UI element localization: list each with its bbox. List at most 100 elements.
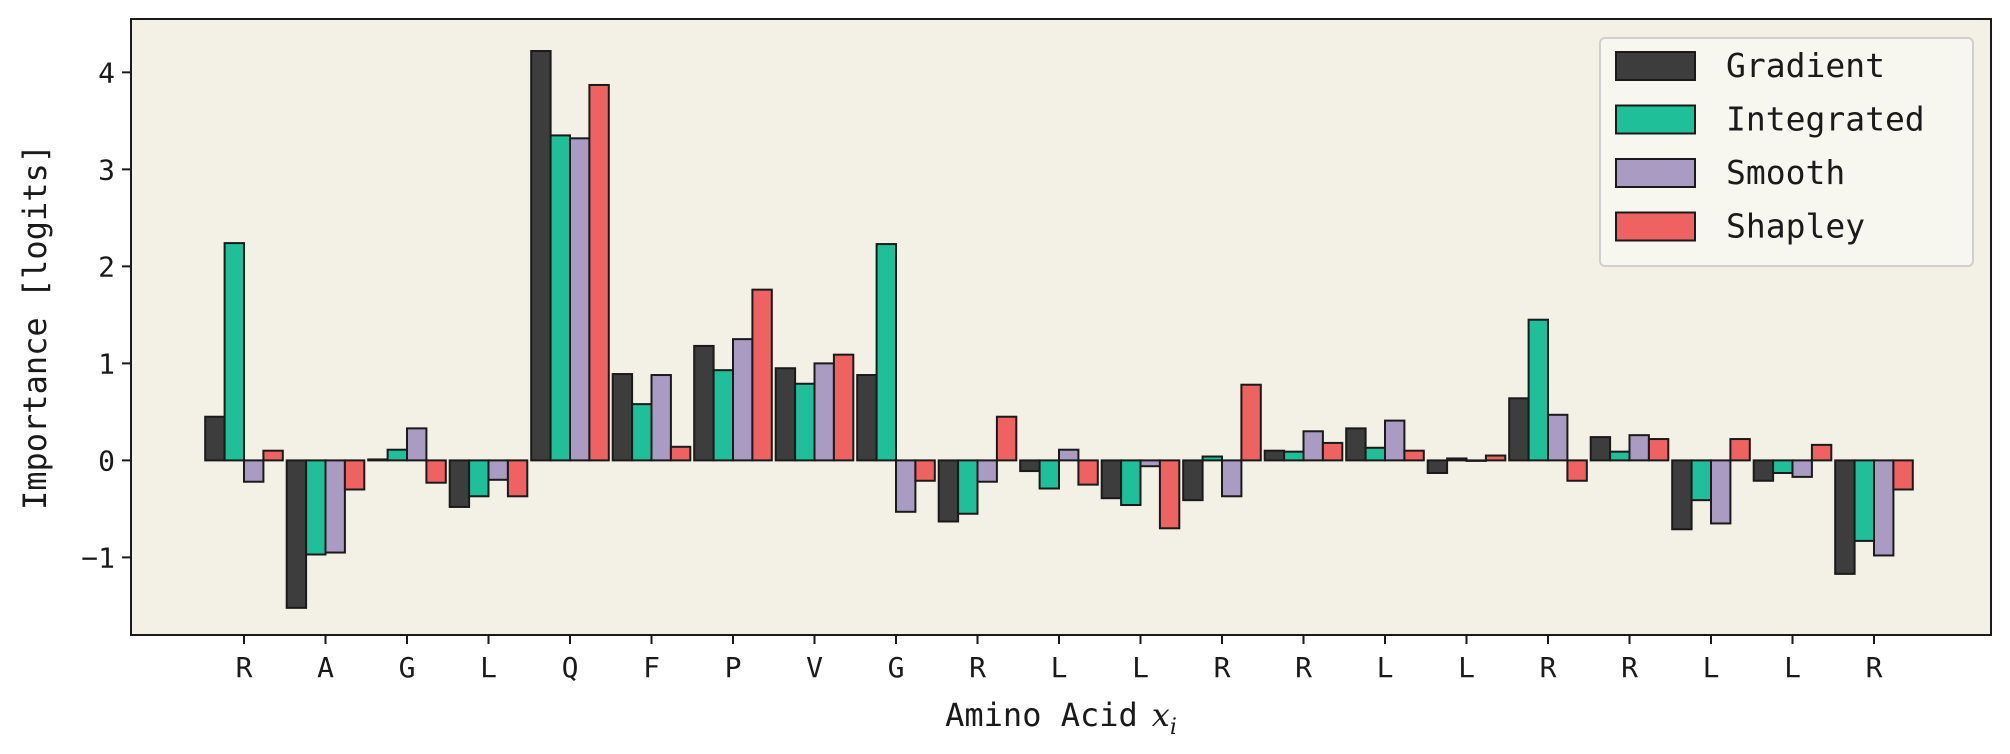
bar-smooth-16 [1547, 413, 1569, 462]
y-tick-label: 2 [98, 250, 115, 283]
bar-shapley-0 [262, 449, 284, 462]
bar-shapley-11 [1158, 459, 1181, 530]
x-tick-label: L [1703, 651, 1720, 684]
y-tick-label: 1 [98, 347, 115, 380]
bar-integrated-18 [1690, 459, 1712, 502]
legend-swatch-gradient [1615, 51, 1696, 81]
bar-smooth-15 [1465, 459, 1487, 462]
bar-shapley-9 [995, 415, 1018, 462]
bar-integrated-2 [386, 448, 409, 462]
bar-smooth-18 [1710, 459, 1732, 525]
x-tick-label: G [888, 651, 905, 684]
bar-shapley-19 [1810, 443, 1833, 462]
legend-box [1599, 37, 1974, 267]
y-tick-label: 3 [98, 153, 115, 186]
bar-gradient-7 [774, 367, 797, 462]
x-axis-label-variable: x [1152, 696, 1170, 734]
x-tick-label: Q [562, 651, 579, 684]
bar-shapley-6 [751, 288, 773, 462]
bar-gradient-17 [1589, 436, 1612, 462]
bar-shapley-4 [588, 83, 610, 462]
bar-smooth-11 [1139, 459, 1161, 468]
bar-smooth-7 [813, 362, 835, 462]
bar-integrated-19 [1772, 459, 1794, 475]
bar-shapley-12 [1240, 383, 1262, 462]
x-tick-label: R [969, 651, 986, 684]
bar-shapley-16 [1566, 459, 1588, 482]
bar-shapley-5 [669, 445, 692, 462]
bar-shapley-20 [1892, 459, 1914, 491]
legend: Gradient Integrated Smooth Shapley [1599, 37, 1974, 267]
bar-gradient-10 [1019, 459, 1041, 473]
bar-integrated-13 [1283, 450, 1305, 462]
bar-smooth-8 [895, 459, 917, 513]
bar-smooth-2 [406, 427, 428, 462]
x-tick-label: G [399, 651, 416, 684]
bar-gradient-12 [1182, 459, 1204, 502]
bar-gradient-11 [1100, 459, 1123, 500]
bar-gradient-18 [1671, 459, 1693, 531]
bar-smooth-20 [1873, 459, 1895, 557]
bar-integrated-4 [549, 134, 571, 462]
x-axis-label-subscript: i [1170, 715, 1177, 740]
bar-gradient-20 [1834, 459, 1856, 575]
plot-frame [130, 18, 1992, 636]
bar-integrated-7 [794, 382, 816, 462]
bar-integrated-8 [875, 243, 897, 462]
bar-gradient-1 [285, 459, 308, 609]
y-axis-label: Importance [logits] [16, 144, 54, 510]
y-tick-label: −1 [81, 541, 115, 574]
bar-integrated-15 [1446, 457, 1468, 462]
bar-integrated-14 [1364, 446, 1386, 462]
bar-smooth-12 [1221, 459, 1243, 498]
x-tick-label: L [1377, 651, 1394, 684]
x-tick-label: R [1866, 651, 1883, 684]
x-tick-label: R [1214, 651, 1231, 684]
x-tick-label: R [1621, 651, 1638, 684]
legend-label-gradient: Gradient [1726, 46, 1885, 85]
bar-smooth-17 [1628, 434, 1650, 462]
bar-integrated-20 [1853, 459, 1875, 542]
y-tick-label: 4 [98, 56, 115, 89]
bar-smooth-19 [1791, 459, 1813, 478]
bar-smooth-3 [487, 459, 509, 481]
bar-smooth-1 [324, 459, 346, 554]
bar-integrated-3 [468, 459, 490, 498]
bar-integrated-10 [1038, 459, 1060, 490]
x-tick-label: V [806, 651, 823, 684]
bar-smooth-4 [569, 137, 591, 462]
bar-smooth-9 [976, 459, 998, 483]
bar-shapley-17 [1647, 438, 1670, 462]
bar-gradient-5 [611, 373, 634, 462]
bar-integrated-11 [1120, 459, 1142, 507]
legend-label-integrated: Integrated [1726, 100, 1925, 139]
legend-label-shapley: Shapley [1726, 207, 1865, 246]
x-tick-label: L [480, 651, 497, 684]
bar-shapley-10 [1077, 459, 1099, 486]
x-tick-label: R [1540, 651, 1557, 684]
bar-shapley-13 [1321, 441, 1344, 462]
bar-integrated-6 [712, 369, 734, 462]
bar-shapley-7 [832, 353, 855, 462]
bar-integrated-9 [957, 459, 979, 515]
bar-integrated-17 [1609, 450, 1631, 462]
bar-shapley-8 [914, 459, 936, 482]
bar-integrated-1 [305, 459, 327, 556]
bar-gradient-8 [856, 374, 878, 462]
bar-gradient-0 [204, 415, 226, 462]
legend-swatch-shapley [1615, 211, 1696, 242]
bar-gradient-13 [1263, 449, 1286, 462]
bar-integrated-12 [1201, 455, 1223, 462]
bar-integrated-0 [223, 242, 246, 462]
x-tick-label: A [317, 651, 334, 684]
bar-gradient-6 [693, 344, 715, 462]
bar-gradient-15 [1426, 459, 1449, 475]
x-tick-label: L [1784, 651, 1801, 684]
bar-smooth-6 [732, 338, 754, 462]
x-axis-label-text: Amino Acid [945, 696, 1138, 734]
x-tick-label: P [725, 651, 742, 684]
bar-shapley-14 [1403, 449, 1425, 462]
bar-integrated-16 [1527, 318, 1549, 462]
